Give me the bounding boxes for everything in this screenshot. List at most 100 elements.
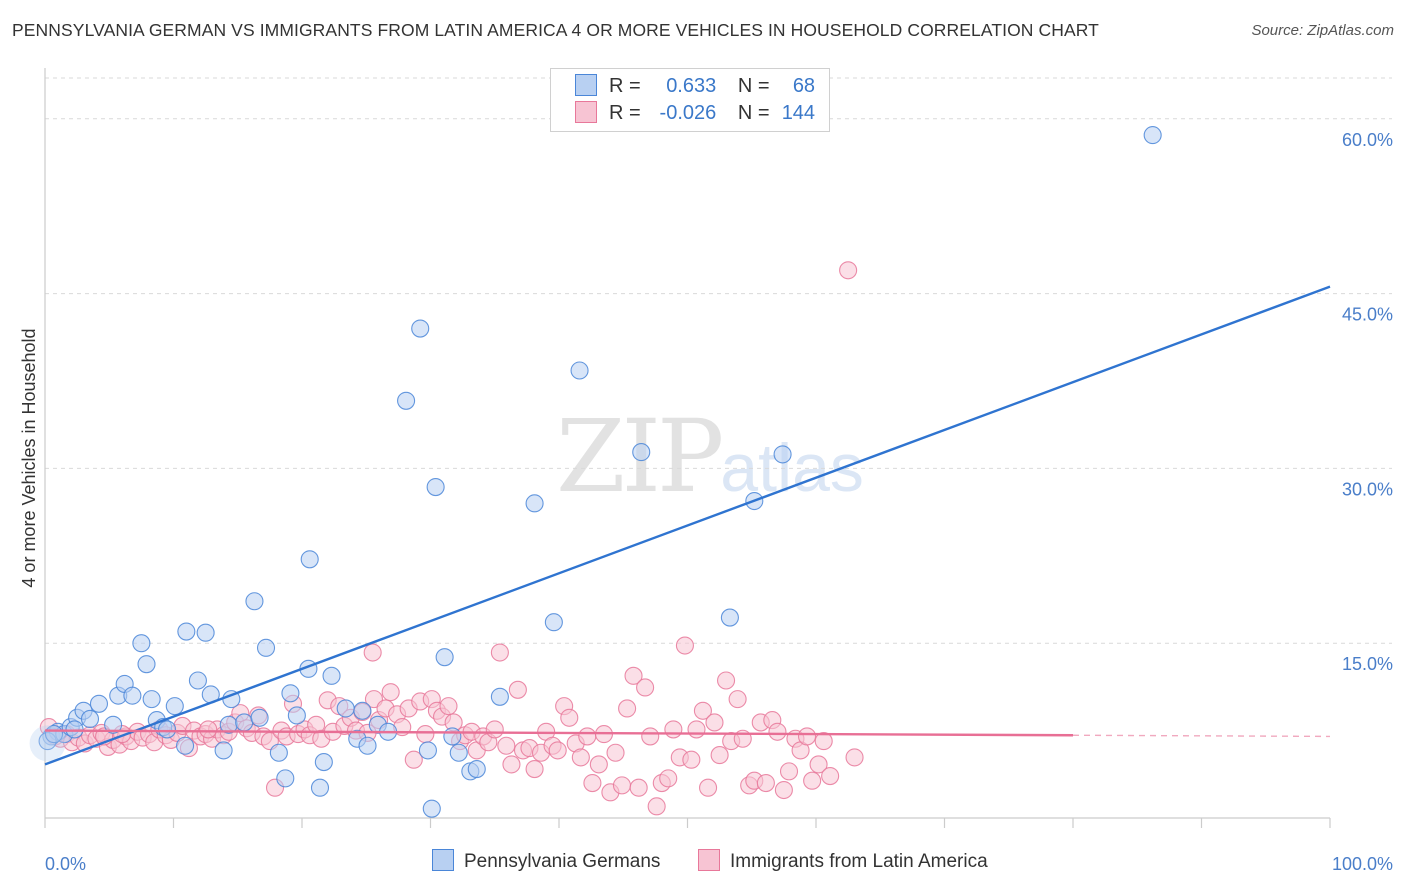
immigrants-trend-line <box>44 729 1074 737</box>
immigrants-point <box>571 748 590 767</box>
pennsylvania-point <box>720 608 739 627</box>
immigrants-point <box>490 643 509 662</box>
pennsylvania-point <box>256 638 276 657</box>
pennsylvania-point <box>418 741 437 760</box>
y-tick-label: 45.0% <box>1342 305 1393 325</box>
correlation-legend: R = 0.633 N = 68 R = -0.026 N = 144 <box>550 68 830 132</box>
immigrants-point <box>578 727 597 746</box>
immigrants-point <box>756 773 775 793</box>
immigrants-point <box>636 678 655 697</box>
grid-layer <box>45 77 1392 644</box>
tick-labels: 15.0% 30.0% 45.0% 60.0% 0.0% 100.0% 4 or more … <box>19 130 1393 874</box>
pennsylvania-point <box>570 361 589 380</box>
pennsylvania-point <box>104 715 123 734</box>
pennsylvania-point <box>397 391 416 410</box>
immigrants-point <box>508 680 527 699</box>
pennsylvania-point <box>269 743 288 762</box>
immigrants-point <box>641 727 660 746</box>
immigrants-point <box>728 690 747 709</box>
x-tick-label: 100.0% <box>1332 854 1393 874</box>
pennsylvania-point <box>250 708 269 727</box>
immigrants-point <box>845 748 864 767</box>
pennsylvania-point <box>449 743 468 762</box>
pennsylvania-point <box>773 445 792 464</box>
pennsylvania-point <box>245 592 264 611</box>
legend-r-value: -0.026 <box>659 102 717 124</box>
immigrants-point <box>618 699 637 718</box>
y-tick-label: 60.0% <box>1342 130 1393 150</box>
immigrants-point <box>839 261 858 280</box>
immigrants-point <box>659 769 678 788</box>
pennsylvania-point <box>123 686 142 705</box>
immigrants-point <box>404 750 423 769</box>
pennsylvania-cluster-point <box>29 725 66 762</box>
pennsylvania-point <box>80 709 100 728</box>
bottom-legend-swatch-pink <box>698 849 720 871</box>
immigrants-point <box>647 797 666 816</box>
immigrants-point <box>589 755 608 774</box>
legend-swatch-pink <box>575 100 597 123</box>
immigrants-point <box>497 736 516 755</box>
immigrants-point <box>485 720 504 739</box>
y-axis-title: 4 or more Vehicles in Household <box>19 328 39 587</box>
immigrants-point <box>502 755 521 774</box>
immigrants-point <box>199 720 218 739</box>
immigrants-point <box>803 771 822 790</box>
pennsylvania-point <box>322 666 341 685</box>
pennsylvania-point <box>276 769 295 788</box>
pennsylvania-point <box>314 753 333 772</box>
immigrants-point <box>416 725 435 744</box>
immigrants-point <box>699 778 718 797</box>
immigrants-point <box>612 776 632 795</box>
trend-lines <box>44 285 1331 766</box>
bottom-legend-pink: Immigrants from Latin America <box>698 849 988 873</box>
pennsylvania-point <box>235 713 254 732</box>
immigrants-point <box>693 701 712 720</box>
immigrants-point <box>687 720 706 739</box>
pennsylvania-point <box>177 622 196 641</box>
pennsylvania-point <box>353 701 372 720</box>
immigrants-point <box>716 671 736 690</box>
legend-n-value: 68 <box>792 75 816 97</box>
immigrants-point <box>560 708 579 727</box>
immigrants-point <box>710 746 729 765</box>
pennsylvania-point <box>300 550 319 569</box>
pennsylvania-point <box>467 760 486 779</box>
pennsylvania-point <box>158 720 177 739</box>
pennsylvania-point <box>358 736 377 755</box>
legend-swatch-blue <box>575 73 597 96</box>
immigrants-point <box>381 683 400 702</box>
pennsylvania-point <box>525 494 544 513</box>
legend-r-value: 0.633 <box>666 75 717 97</box>
bottom-legend-blue: Pennsylvania Germans <box>432 849 660 873</box>
pennsylvania-point <box>632 443 651 462</box>
pennsylvania-point <box>490 687 509 706</box>
pennsylvania-point <box>89 694 109 713</box>
bottom-legend-swatch-blue <box>432 849 454 871</box>
pennsylvania-point <box>65 720 84 739</box>
y-tick-label: 30.0% <box>1342 479 1393 499</box>
immigrants-point <box>583 773 602 793</box>
pennsylvania-point <box>214 741 233 760</box>
immigrants-point <box>768 722 787 741</box>
bottom-legend-label-pink: Immigrants from Latin America <box>730 851 988 873</box>
legend-row-blue: R = 0.633 N = 68 <box>575 73 816 101</box>
immigrants-point <box>606 743 625 762</box>
x-tick-label: 0.0% <box>45 854 86 874</box>
y-tick-label: 15.0% <box>1342 654 1393 674</box>
pennsylvania-point <box>142 690 161 709</box>
pennsylvania-point <box>165 697 184 716</box>
immigrants-point <box>675 636 694 655</box>
pennsylvania-point <box>435 648 454 667</box>
immigrants-point <box>797 727 817 746</box>
pennsylvania-point <box>287 706 306 725</box>
legend-n-label: N = <box>737 75 770 97</box>
legend-n-value: 144 <box>781 102 816 124</box>
source-credit: Source: ZipAtlas.com <box>1251 22 1394 39</box>
immigrants-point <box>682 750 701 769</box>
immigrants-point <box>814 732 833 751</box>
pennsylvania-point <box>411 319 430 338</box>
immigrants-point <box>809 755 828 774</box>
pennsylvania-point <box>310 778 330 797</box>
